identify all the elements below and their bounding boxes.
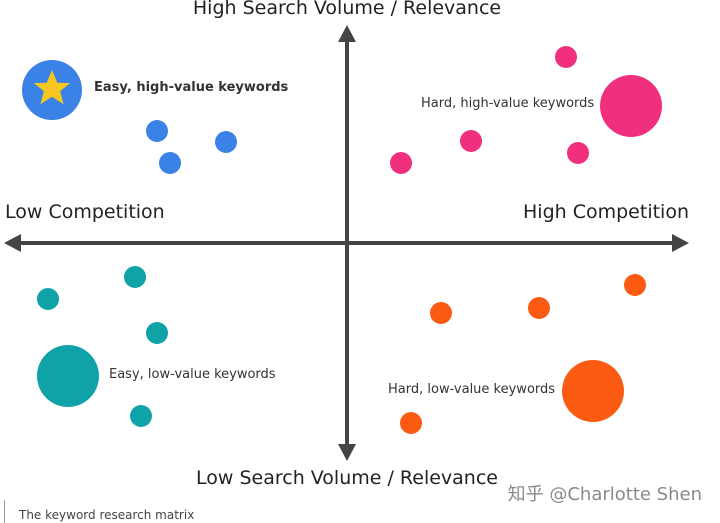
keyword-bubble-large xyxy=(562,360,624,422)
easy-low-bubbles xyxy=(37,266,168,427)
hard-low-bubbles xyxy=(400,274,646,434)
keyword-bubble xyxy=(390,152,412,174)
keyword-bubble xyxy=(124,266,146,288)
keyword-bubble xyxy=(567,142,589,164)
hard-high-bubbles xyxy=(390,46,662,174)
watermark: 知乎 @Charlotte Shen xyxy=(507,484,702,505)
quadrant-label-hard-low: Hard, low-value keywords xyxy=(388,382,556,397)
vertical-axis-arrow-down xyxy=(338,444,356,461)
quadrant-label-easy-high: Easy, high-value keywords xyxy=(94,80,289,95)
keyword-bubble xyxy=(130,405,152,427)
keyword-bubble xyxy=(146,120,168,142)
figure-caption: The keyword research matrix xyxy=(19,508,195,522)
keyword-bubble xyxy=(37,288,59,310)
quadrant-label-hard-high: Hard, high-value keywords xyxy=(421,96,595,111)
axis-label-bottom: Low Search Volume / Relevance xyxy=(196,467,498,489)
vertical-axis-arrow-up xyxy=(338,25,356,42)
star-icon xyxy=(33,70,71,105)
keyword-bubble xyxy=(528,297,550,319)
keyword-bubble-large xyxy=(37,345,99,407)
keyword-bubble xyxy=(555,46,577,68)
keyword-bubble xyxy=(430,302,452,324)
keyword-bubble xyxy=(400,412,422,434)
keyword-bubble xyxy=(215,131,237,153)
keyword-bubble-large xyxy=(600,75,662,137)
axis-label-left: Low Competition xyxy=(5,201,165,223)
caption-divider xyxy=(4,500,5,523)
keyword-bubble xyxy=(460,130,482,152)
quadrant-label-easy-low: Easy, low-value keywords xyxy=(109,367,276,382)
axis-label-top: High Search Volume / Relevance xyxy=(192,0,502,19)
easy-high-bubbles xyxy=(22,60,237,174)
axis-label-right: High Competition xyxy=(523,201,689,223)
horizontal-axis-arrow-left xyxy=(4,234,21,252)
keyword-bubble xyxy=(159,152,181,174)
keyword-bubble xyxy=(624,274,646,296)
horizontal-axis-arrow-right xyxy=(672,234,689,252)
keyword-bubble xyxy=(146,322,168,344)
